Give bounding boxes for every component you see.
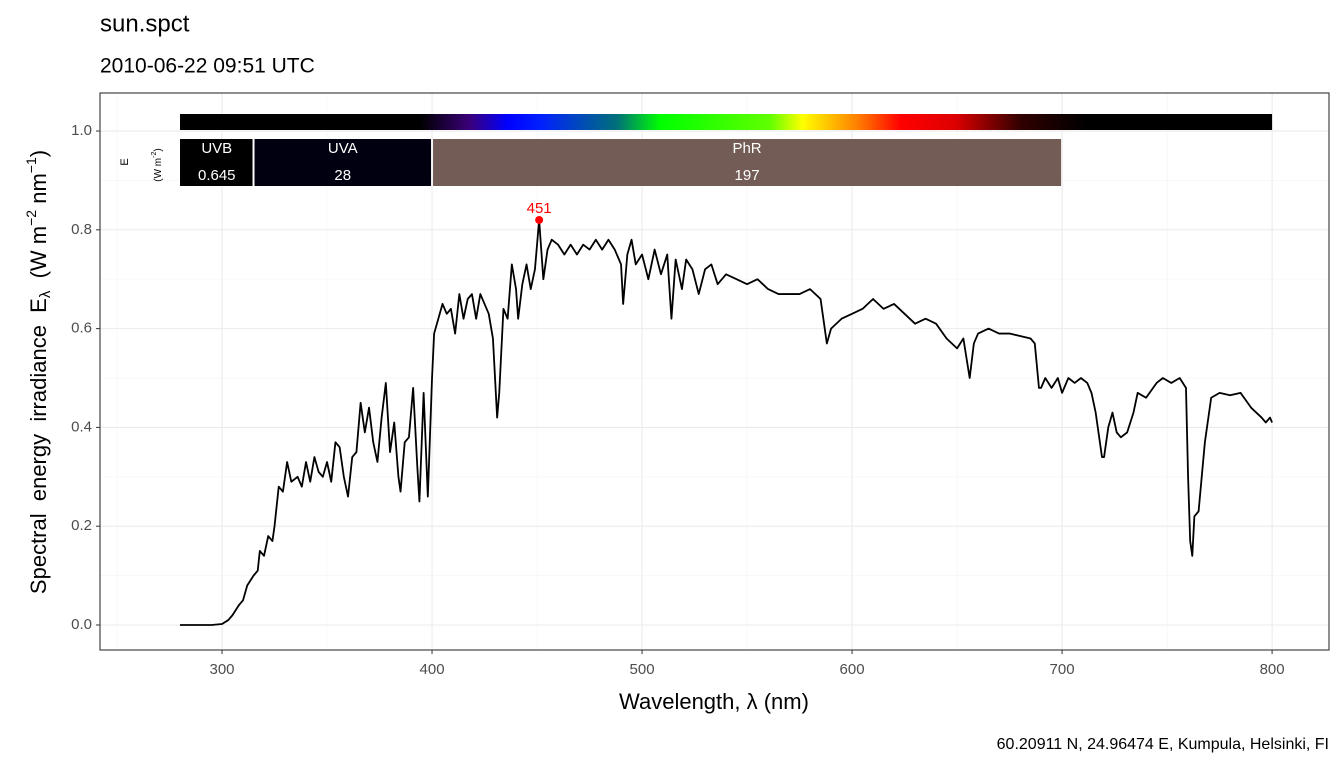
caption: 60.20911 N, 24.96474 E, Kumpula, Helsink… <box>997 736 1329 753</box>
x-tick-label: 700 <box>1050 661 1075 678</box>
y-axis-label-part: nm <box>26 173 51 210</box>
y-axis-label-part: Spectral energy irradiance E <box>26 298 51 594</box>
y-tick-label: 0.8 <box>71 221 92 238</box>
waveband-value: 28 <box>334 167 351 184</box>
y-axis-label-part: ) <box>26 150 51 157</box>
waveband <box>254 139 432 186</box>
x-tick-label: 800 <box>1260 661 1285 678</box>
peak-label: 451 <box>527 200 552 217</box>
y-axis-label-part: λ <box>37 290 54 298</box>
y-tick-label: 0.2 <box>71 517 92 534</box>
y-axis-label-part: −1 <box>23 157 39 173</box>
x-tick-label: 400 <box>420 661 445 678</box>
y-tick-label: 0.6 <box>71 320 92 337</box>
waveband-name: PhR <box>732 140 761 157</box>
plot-border <box>99 92 1330 651</box>
x-tick-label: 300 <box>210 661 235 678</box>
wavelength-color-strip <box>180 114 1273 130</box>
spectrum-line <box>180 219 1273 626</box>
band-axis-label-part: ) <box>153 148 164 151</box>
waveband <box>433 139 1062 186</box>
x-tick-label: 500 <box>630 661 655 678</box>
band-axis-label: (W m-2) <box>151 148 164 181</box>
band-axis-label-part: (W m <box>153 158 164 182</box>
waveband <box>180 139 253 186</box>
y-axis-label-part: (W m <box>26 226 51 291</box>
waveband-name: UVB <box>201 140 232 157</box>
x-axis-label: Wavelength, λ (nm) <box>619 689 809 714</box>
chart-title: sun.spct <box>100 10 190 37</box>
x-tick-label: 600 <box>840 661 865 678</box>
chart-subtitle: 2010-06-22 09:51 UTC <box>100 55 315 78</box>
y-tick-label: 0.4 <box>71 418 92 435</box>
y-tick-label: 1.0 <box>71 122 92 139</box>
peak-point <box>535 215 544 224</box>
y-axis-label-part: −2 <box>23 210 39 226</box>
waveband-value: 197 <box>735 167 760 184</box>
waveband-name: UVA <box>328 140 358 157</box>
y-tick-label: 0.0 <box>71 616 92 633</box>
band-axis-label: E <box>119 158 131 165</box>
y-axis-label: Spectral energy irradiance Eλ (W m−2 nm−… <box>23 150 54 594</box>
band-axis-label-part: -2 <box>151 152 158 158</box>
waveband-value: 0.645 <box>198 167 236 184</box>
